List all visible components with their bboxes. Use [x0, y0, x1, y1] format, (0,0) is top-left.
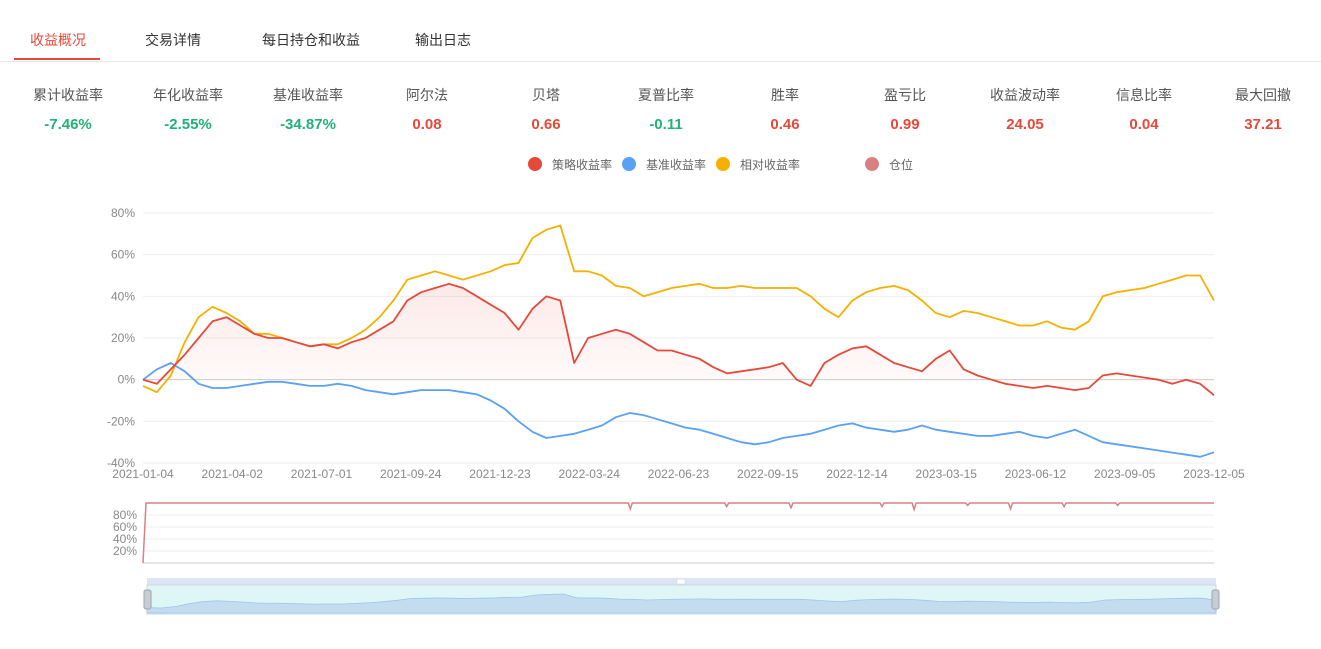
y-tick-label: 60%: [111, 248, 135, 262]
data-zoom-slider[interactable]: [0, 575, 1321, 620]
x-tick-label: 2022-12-14: [826, 467, 888, 481]
position-y-tick-label: 60%: [113, 520, 137, 534]
metric-annualized-return: 年化收益率 -2.55%: [128, 86, 248, 134]
metrics-row: 累计收益率 -7.46% 年化收益率 -2.55% 基准收益率 -34.87% …: [0, 86, 1321, 146]
y-tick-label: 0%: [118, 373, 136, 387]
metric-alpha: 阿尔法 0.08: [367, 86, 487, 134]
legend-dot-icon: [622, 157, 636, 171]
tab-output-log[interactable]: 输出日志: [415, 32, 471, 48]
x-tick-label: 2021-12-23: [469, 467, 531, 481]
position-y-tick-label: 20%: [113, 544, 137, 558]
x-tick-label: 2021-07-01: [291, 467, 353, 481]
metric-value: 0.46: [770, 116, 800, 133]
legend-label: 基准收益率: [646, 157, 707, 172]
x-tick-label: 2022-09-15: [737, 467, 799, 481]
strategy-area: [143, 283, 1214, 396]
position-series: [142, 502, 1214, 564]
metric-label: 胜率: [771, 87, 799, 103]
x-tick-label: 2023-03-15: [916, 467, 978, 481]
y-tick-label: -40%: [107, 456, 135, 470]
y-axis: 80% 60% 40% 20% 0% -20% -40%: [107, 206, 135, 470]
metric-value: 0.66: [531, 116, 561, 133]
metric-cumulative-return: 累计收益率 -7.46%: [8, 86, 128, 134]
chart-legend: 策略收益率 基准收益率 相对收益率 仓位: [0, 154, 1321, 174]
chart-grid: [143, 212, 1214, 464]
active-tab-indicator: [14, 58, 100, 60]
metric-value: 0.04: [1129, 116, 1159, 133]
metric-information-ratio: 信息比率 0.04: [1084, 86, 1204, 134]
y-tick-label: 40%: [111, 289, 135, 303]
x-tick-label: 2021-01-04: [112, 467, 174, 481]
metric-volatility: 收益波动率 24.05: [965, 86, 1085, 134]
x-tick-label: 2021-09-24: [380, 467, 442, 481]
x-tick-label: 2023-06-12: [1005, 467, 1067, 481]
metric-value: -0.11: [649, 116, 683, 133]
metric-label: 阿尔法: [406, 87, 448, 103]
position-y-axis: 80%60%40%20%: [113, 508, 137, 558]
metric-value: 0.08: [412, 116, 442, 133]
benchmark-return-line: [142, 362, 1215, 458]
position-chart: 80%60%40%20%: [113, 502, 1214, 564]
slider-left-handle-icon[interactable]: [143, 589, 152, 610]
metric-label: 累计收益率: [33, 87, 103, 103]
legend-position[interactable]: 仓位: [865, 154, 913, 174]
slider-preview-area: [146, 593, 1217, 614]
x-tick-label: 2021-04-02: [202, 467, 264, 481]
metric-label: 夏普比率: [638, 87, 694, 103]
legend-strategy-return[interactable]: 策略收益率: [528, 154, 612, 174]
tab-daily-positions[interactable]: 每日持仓和收益: [262, 32, 360, 48]
metric-label: 贝塔: [532, 87, 560, 103]
legend-label: 仓位: [889, 157, 914, 172]
metric-label: 年化收益率: [153, 87, 223, 103]
legend-label: 相对收益率: [740, 157, 801, 172]
slider-drag-grip-icon[interactable]: [676, 578, 686, 585]
position-grid: [143, 514, 1214, 564]
x-tick-label: 2023-12-05: [1183, 467, 1245, 481]
legend-relative-return[interactable]: 相对收益率: [716, 154, 800, 174]
metric-value: 37.21: [1244, 116, 1282, 133]
metric-label: 盈亏比: [884, 87, 926, 103]
x-tick-label: 2023-09-05: [1094, 467, 1156, 481]
metric-max-drawdown: 最大回撤 37.21: [1203, 86, 1321, 134]
y-tick-label: 80%: [111, 206, 135, 220]
strategy-return-line: [142, 282, 1215, 396]
metric-beta: 贝塔 0.66: [486, 86, 606, 134]
metric-value: 24.05: [1006, 116, 1044, 133]
position-y-tick-label: 80%: [113, 508, 137, 522]
strategy-area-fill: [143, 283, 1214, 396]
chart-series: [142, 224, 1215, 458]
metric-benchmark-return: 基准收益率 -34.87%: [248, 86, 368, 134]
legend-label: 策略收益率: [552, 157, 613, 172]
metric-value: -34.87%: [280, 116, 336, 133]
legend-dot-icon: [716, 157, 730, 171]
position-line: [142, 502, 1214, 564]
metric-value: -7.46%: [44, 116, 92, 133]
slider-right-handle-icon[interactable]: [1211, 589, 1220, 610]
metric-win-rate: 胜率 0.46: [725, 86, 845, 134]
tab-bar: 收益概况 交易详情 每日持仓和收益 输出日志: [0, 0, 1321, 62]
returns-line-chart: 80% 60% 40% 20% 0% -20% -40% 2021-01-04 2021-04…: [107, 206, 1245, 481]
metric-label: 收益波动率: [990, 87, 1060, 103]
y-tick-label: 20%: [111, 331, 135, 345]
position-y-tick-label: 40%: [113, 532, 137, 546]
tab-trade-details[interactable]: 交易详情: [145, 32, 201, 48]
x-axis: 2021-01-04 2021-04-02 2021-07-01 2021-09-24…: [112, 467, 1245, 481]
tab-overview[interactable]: 收益概况: [30, 32, 86, 48]
metric-value: 0.99: [890, 116, 920, 133]
metric-label: 最大回撤: [1235, 87, 1291, 103]
legend-benchmark-return[interactable]: 基准收益率: [622, 154, 706, 174]
metric-sharpe: 夏普比率 -0.11: [606, 86, 726, 134]
metric-label: 信息比率: [1116, 87, 1172, 103]
metric-label: 基准收益率: [273, 87, 343, 103]
y-tick-label: -20%: [107, 414, 135, 428]
legend-dot-icon: [528, 157, 542, 171]
x-tick-label: 2022-03-24: [559, 467, 621, 481]
metric-profit-loss-ratio: 盈亏比 0.99: [845, 86, 965, 134]
x-tick-label: 2022-06-23: [648, 467, 710, 481]
metric-value: -2.55%: [164, 116, 212, 133]
legend-dot-icon: [865, 157, 879, 171]
